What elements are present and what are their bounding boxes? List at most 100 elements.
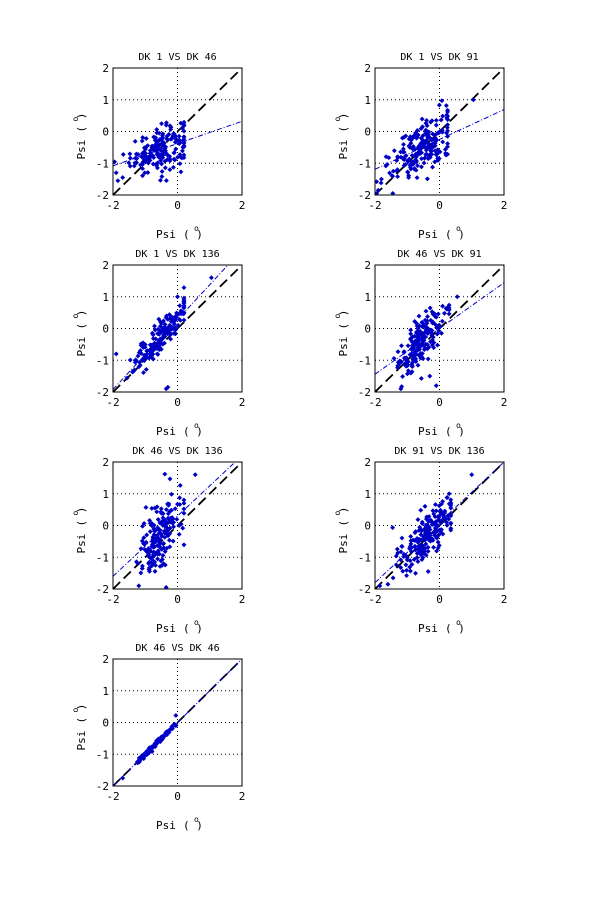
y-tick-label: 0	[364, 323, 371, 336]
y-axis-unit: ( )	[337, 310, 350, 330]
data-point	[155, 548, 161, 554]
data-point	[173, 146, 179, 152]
data-point	[162, 471, 168, 477]
data-point	[424, 117, 430, 123]
data-point	[430, 537, 436, 543]
y-tick-label: 2	[102, 259, 109, 272]
x-axis-degree: o	[194, 815, 199, 824]
x-tick-label: -2	[106, 396, 119, 409]
x-tick-label: -2	[368, 199, 381, 212]
y-axis-degree: o	[71, 117, 80, 122]
data-point	[440, 512, 446, 519]
y-tick-label: 0	[364, 126, 371, 139]
data-point	[383, 154, 389, 160]
data-point	[163, 122, 169, 128]
plot-area	[375, 265, 504, 392]
data-point	[423, 552, 429, 558]
data-point	[409, 343, 415, 349]
fit-line	[113, 659, 242, 786]
data-point	[162, 165, 168, 171]
data-point	[445, 304, 451, 310]
x-axis-unit: ( )	[183, 622, 203, 635]
x-axis-label: Psi ( )o	[156, 421, 203, 438]
data-point	[144, 549, 150, 555]
data-point	[444, 125, 450, 131]
x-axis-label: Psi ( )o	[156, 815, 203, 832]
data-point	[414, 175, 420, 181]
data-point	[163, 325, 169, 331]
data-point	[430, 131, 436, 137]
data-point	[418, 135, 424, 141]
identity-line	[375, 265, 504, 392]
x-tick-label: 2	[501, 199, 508, 212]
data-point	[415, 362, 421, 368]
x-tick-label: 0	[174, 593, 181, 606]
y-axis-degree: o	[333, 314, 342, 319]
data-point	[166, 537, 172, 543]
data-point	[399, 535, 405, 541]
data-point	[147, 520, 153, 526]
data-point	[445, 133, 451, 139]
data-point	[438, 128, 444, 134]
data-point	[181, 285, 187, 291]
data-point	[439, 98, 445, 104]
data-point	[172, 331, 179, 337]
x-axis-label-text: Psi	[418, 622, 438, 635]
data-point	[404, 567, 410, 573]
data-point	[177, 495, 183, 501]
data-point	[415, 328, 421, 334]
data-point	[436, 328, 442, 334]
y-tick-label: -2	[96, 189, 109, 202]
data-point	[141, 149, 147, 155]
data-point	[120, 151, 126, 158]
data-point	[425, 155, 431, 161]
data-point	[159, 556, 165, 563]
data-point	[176, 316, 182, 323]
x-axis-unit: ( )	[183, 228, 203, 241]
data-point	[120, 174, 126, 181]
data-point	[140, 344, 146, 351]
data-point	[169, 507, 175, 513]
x-tick-label: 2	[501, 396, 508, 409]
data-point	[150, 539, 156, 545]
data-point	[151, 343, 157, 349]
data-point	[446, 491, 452, 497]
y-tick-label: 0	[364, 520, 371, 533]
x-axis-label: Psi ( )o	[156, 224, 203, 241]
x-tick-label: -2	[368, 396, 381, 409]
data-point	[154, 130, 160, 136]
data-point	[174, 516, 180, 522]
data-point	[177, 151, 183, 158]
fit-line	[375, 282, 504, 375]
y-tick-label: -2	[96, 780, 109, 793]
x-tick-label: -2	[106, 593, 119, 606]
data-point	[414, 550, 420, 557]
data-point	[150, 561, 156, 567]
plot-area	[113, 265, 242, 392]
data-point	[420, 554, 426, 561]
y-axis-label: Psi ( )o	[71, 507, 88, 554]
x-axis-label: Psi ( )o	[418, 421, 465, 438]
data-point	[469, 472, 475, 478]
data-point	[419, 548, 426, 555]
data-point	[400, 141, 407, 148]
x-tick-label: 2	[239, 790, 246, 803]
y-tick-label: -1	[96, 157, 109, 170]
data-point	[408, 331, 414, 337]
data-point	[167, 156, 173, 162]
y-tick-label: 1	[102, 488, 109, 501]
data-point	[179, 148, 185, 154]
data-point	[138, 162, 144, 168]
data-point	[160, 522, 166, 529]
data-point	[113, 170, 119, 176]
data-point	[423, 541, 429, 547]
y-axis-unit: ( )	[75, 704, 88, 724]
data-point	[127, 155, 133, 161]
data-point	[192, 472, 198, 478]
data-point	[402, 161, 409, 168]
data-point	[394, 546, 400, 552]
data-point	[424, 318, 430, 324]
data-point	[445, 141, 451, 147]
data-point	[425, 326, 432, 332]
